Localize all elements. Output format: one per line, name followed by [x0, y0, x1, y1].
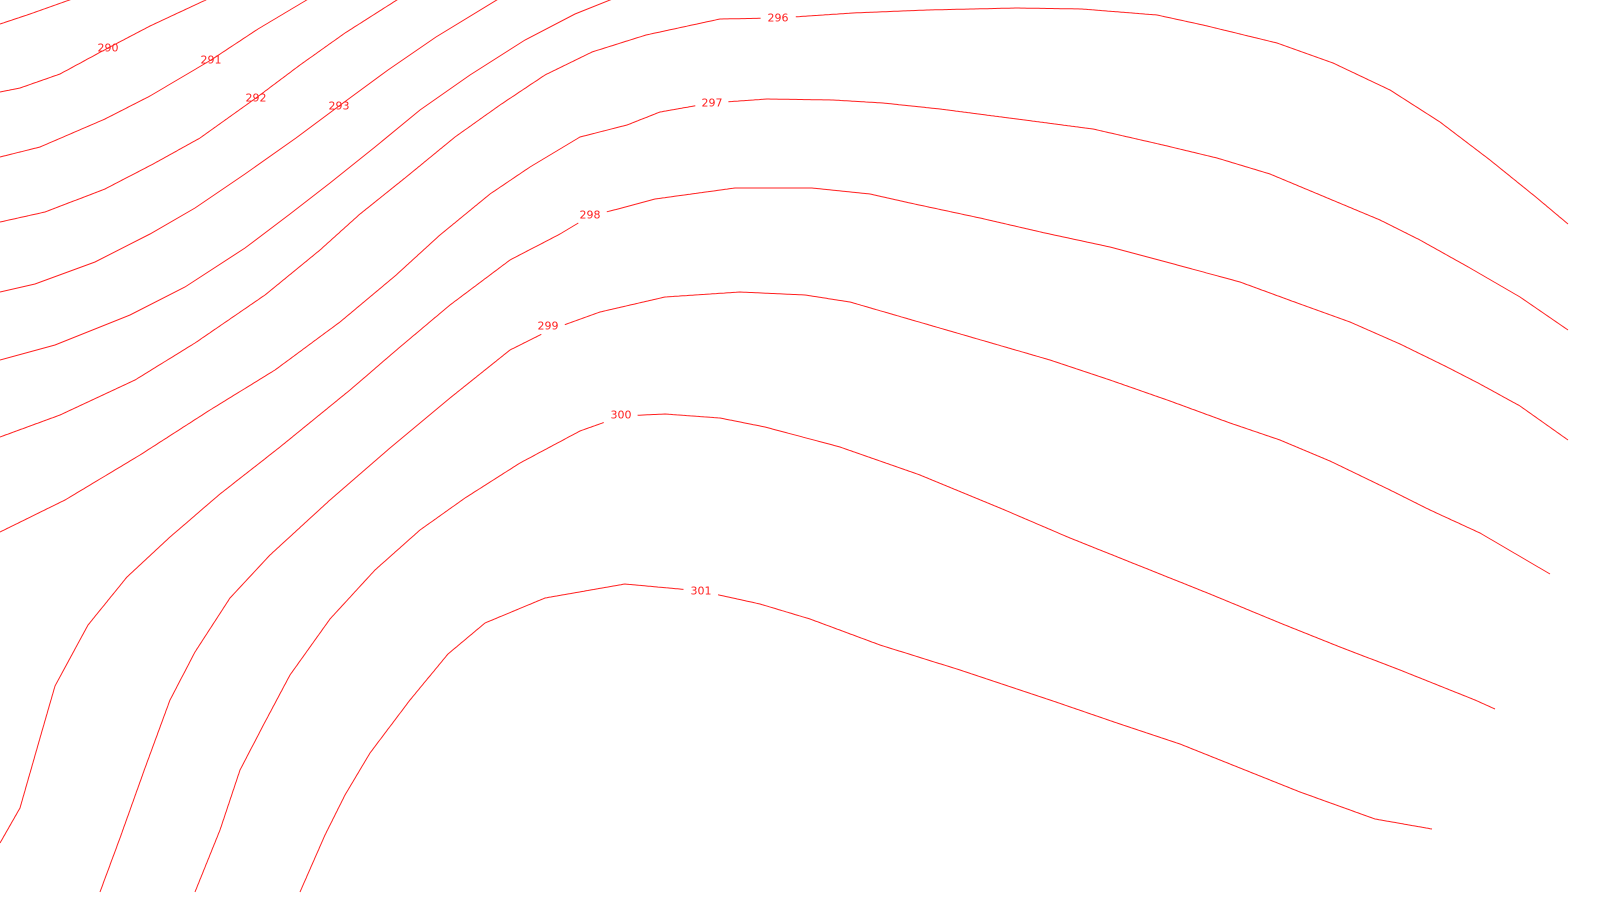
contour-line-293	[0, 0, 398, 223]
contour-line-290	[0, 0, 71, 25]
contour-label-298: 298	[580, 209, 601, 222]
contour-line-301	[717, 594, 1433, 830]
contour-label-299: 299	[538, 320, 559, 333]
contour-label-301: 301	[691, 585, 712, 598]
contour-labels: 290 291 292 293 296 297 298 299 300 301	[98, 12, 789, 598]
contour-label-290: 290	[98, 42, 119, 55]
contour-lines	[0, 0, 1569, 893]
contour-line-298	[0, 222, 579, 844]
contour-line-299	[564, 291, 1551, 575]
contour-line-300	[194, 422, 604, 893]
contour-line-296	[795, 7, 1569, 225]
contour-line-291	[0, 0, 207, 93]
contour-label-297: 297	[702, 97, 723, 110]
contour-label-292: 292	[246, 92, 267, 105]
contour-label-293: 293	[329, 100, 350, 113]
contour-line-296	[0, 17, 761, 438]
contour-line-294	[0, 0, 498, 293]
contour-line-292	[0, 0, 308, 158]
contour-line-298	[606, 187, 1569, 441]
contour-line-299	[99, 333, 542, 893]
contour-line-297	[728, 98, 1569, 331]
contour-line-295	[0, 0, 612, 361]
contour-line-300	[637, 413, 1496, 710]
contour-line-297	[0, 105, 696, 533]
contour-label-291: 291	[201, 54, 222, 67]
contour-line-301	[299, 583, 684, 893]
contour-label-300: 300	[611, 409, 632, 422]
contour-label-296: 296	[768, 12, 789, 25]
